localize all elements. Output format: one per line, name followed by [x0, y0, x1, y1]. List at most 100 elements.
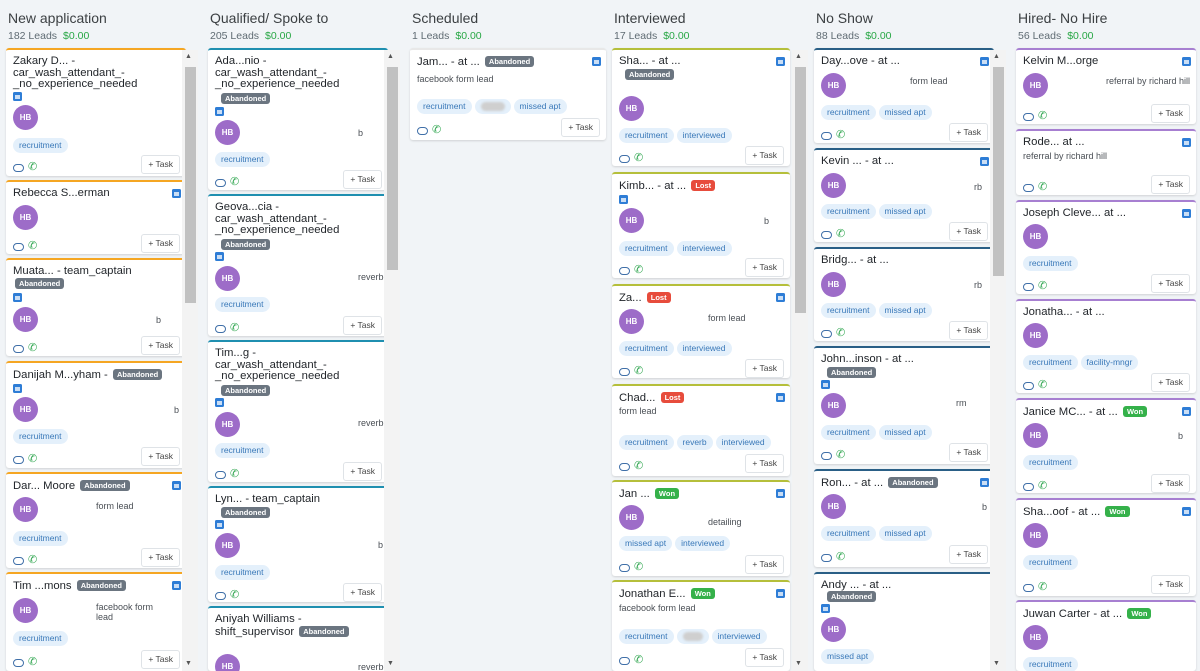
lead-name[interactable]: Sha...oof - at ... Won: [1023, 506, 1176, 519]
lead-name[interactable]: Jam... - at ... Abandoned: [417, 56, 586, 69]
chat-icon[interactable]: [13, 163, 24, 172]
chat-icon[interactable]: [1023, 282, 1034, 291]
calendar-icon[interactable]: [776, 57, 785, 66]
add-task-button[interactable]: + Task: [1151, 274, 1190, 293]
chat-icon[interactable]: [821, 553, 832, 562]
add-task-button[interactable]: + Task: [745, 454, 784, 473]
lead-name[interactable]: Kimb... - at ... Lost: [619, 180, 770, 193]
add-task-button[interactable]: + Task: [949, 123, 988, 142]
lead-name[interactable]: Dar... Moore Abandoned: [13, 480, 166, 493]
phone-icon[interactable]: ✆: [230, 322, 240, 335]
scroll-up-icon[interactable]: ▲: [185, 53, 192, 60]
scroll-up-icon[interactable]: ▲: [795, 53, 802, 60]
calendar-icon[interactable]: [592, 57, 601, 66]
lead-card[interactable]: Sha... - at ... Abandoned HB recruitment…: [612, 48, 790, 166]
chat-icon[interactable]: [619, 266, 630, 275]
phone-icon[interactable]: ✆: [230, 176, 240, 189]
phone-icon[interactable]: ✆: [28, 240, 38, 253]
phone-icon[interactable]: ✆: [1038, 280, 1048, 293]
scrollbar-thumb[interactable]: [185, 67, 196, 303]
add-task-button[interactable]: + Task: [949, 443, 988, 462]
calendar-icon[interactable]: [980, 157, 989, 166]
lead-card[interactable]: John...inson - at ... Abandoned HB rm re…: [814, 346, 994, 464]
phone-icon[interactable]: ✆: [1038, 581, 1048, 594]
chat-icon[interactable]: [13, 344, 24, 353]
add-task-button[interactable]: + Task: [1151, 474, 1190, 493]
phone-icon[interactable]: ✆: [1038, 379, 1048, 392]
chat-icon[interactable]: [13, 242, 24, 251]
lead-card[interactable]: Chad... Lost form lead recruitment reverb…: [612, 384, 790, 476]
lead-card[interactable]: Jam... - at ... Abandoned facebook form …: [410, 48, 606, 140]
calendar-icon[interactable]: [776, 393, 785, 402]
calendar-icon[interactable]: [172, 189, 181, 198]
phone-icon[interactable]: ✆: [28, 453, 38, 466]
lead-card[interactable]: Janice MC... - at ... Won HB b recruitme…: [1016, 398, 1196, 493]
lead-card[interactable]: Kelvin M...orge HB referral by richard h…: [1016, 48, 1196, 124]
lead-card[interactable]: Dar... Moore Abandoned HB form lead recr…: [6, 472, 186, 568]
add-task-button[interactable]: + Task: [561, 118, 600, 137]
lead-name[interactable]: Kevin ... - at ...: [821, 155, 894, 167]
chat-icon[interactable]: [821, 230, 832, 239]
chat-icon[interactable]: [1023, 381, 1034, 390]
calendar-icon[interactable]: [172, 481, 181, 490]
chat-icon[interactable]: [417, 126, 428, 135]
add-task-button[interactable]: + Task: [343, 462, 382, 481]
lead-card[interactable]: Jan ... Won HB detailing missed apt inter…: [612, 480, 790, 576]
chat-icon[interactable]: [1023, 183, 1034, 192]
calendar-icon[interactable]: [980, 478, 989, 487]
lead-name[interactable]: Jan ... Won: [619, 488, 770, 501]
scroll-down-icon[interactable]: ▼: [387, 660, 394, 667]
lead-card[interactable]: Muata... - team_captain Abandoned HB b ✆…: [6, 258, 186, 356]
lead-name[interactable]: Tim...g - car_wash_attendant_-_no_experi…: [215, 347, 340, 382]
phone-icon[interactable]: ✆: [634, 365, 644, 378]
calendar-icon[interactable]: [1182, 138, 1191, 147]
add-task-button[interactable]: + Task: [745, 555, 784, 574]
add-task-button[interactable]: + Task: [141, 447, 180, 466]
add-task-button[interactable]: + Task: [745, 146, 784, 165]
phone-icon[interactable]: ✆: [634, 561, 644, 574]
phone-icon[interactable]: ✆: [230, 589, 240, 602]
calendar-icon[interactable]: [1182, 209, 1191, 218]
lead-name[interactable]: Day...ove - at ...: [821, 55, 900, 67]
add-task-button[interactable]: + Task: [343, 316, 382, 335]
chat-icon[interactable]: [619, 367, 630, 376]
add-task-button[interactable]: + Task: [1151, 373, 1190, 392]
lead-card[interactable]: Kevin ... - at ... HB rb recruitment miss…: [814, 148, 994, 242]
lead-card[interactable]: Bridg... - at ... HB rb recruitment misse…: [814, 247, 994, 341]
phone-icon[interactable]: ✆: [634, 460, 644, 473]
calendar-icon[interactable]: [1182, 57, 1191, 66]
add-task-button[interactable]: + Task: [141, 336, 180, 355]
add-task-button[interactable]: + Task: [141, 650, 180, 669]
chat-icon[interactable]: [215, 470, 226, 479]
chat-icon[interactable]: [619, 462, 630, 471]
chat-icon[interactable]: [1023, 482, 1034, 491]
lead-name[interactable]: Tim ...mons Abandoned: [13, 580, 166, 593]
chat-icon[interactable]: [215, 178, 226, 187]
lead-name[interactable]: Kelvin M...orge: [1023, 55, 1099, 67]
chat-icon[interactable]: [619, 563, 630, 572]
phone-icon[interactable]: ✆: [634, 654, 644, 667]
phone-icon[interactable]: ✆: [230, 468, 240, 481]
chat-icon[interactable]: [821, 131, 832, 140]
lead-name[interactable]: Aniyah Williams - shift_supervisor Aband…: [215, 613, 368, 638]
column-scrollbar[interactable]: ▲ ▼: [990, 50, 1006, 671]
lead-card[interactable]: Juwan Carter - at ... Won HB recruitment: [1016, 600, 1196, 671]
phone-icon[interactable]: ✆: [432, 124, 442, 137]
column-scrollbar[interactable]: ▲ ▼: [792, 50, 808, 671]
scrollbar-thumb[interactable]: [993, 67, 1004, 276]
add-task-button[interactable]: + Task: [1151, 175, 1190, 194]
phone-icon[interactable]: ✆: [634, 264, 644, 277]
chat-icon[interactable]: [1023, 583, 1034, 592]
lead-name[interactable]: Chad... Lost: [619, 392, 770, 405]
lead-card[interactable]: Rebecca S...erman HB ✆ + Task: [6, 180, 186, 254]
phone-icon[interactable]: ✆: [836, 129, 846, 142]
lead-card[interactable]: Zakary D... - car_wash_attendant_-_no_ex…: [6, 48, 186, 176]
lead-name[interactable]: Muata... - team_captain Abandoned: [13, 265, 166, 290]
lead-card[interactable]: Tim ...mons Abandoned HB facebook form l…: [6, 572, 186, 671]
add-task-button[interactable]: + Task: [949, 545, 988, 564]
add-task-button[interactable]: + Task: [745, 648, 784, 667]
lead-card[interactable]: Day...ove - at ... HB form lead recruitm…: [814, 48, 994, 143]
lead-card[interactable]: Joseph Cleve... at ... HB recruitment ✆ …: [1016, 200, 1196, 294]
add-task-button[interactable]: + Task: [141, 234, 180, 253]
calendar-icon[interactable]: [776, 293, 785, 302]
